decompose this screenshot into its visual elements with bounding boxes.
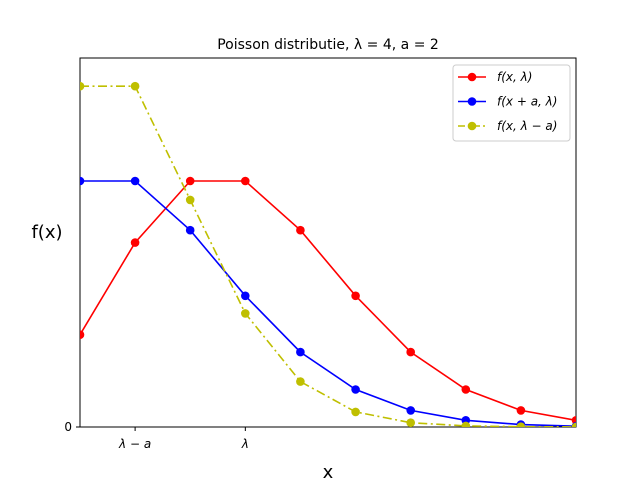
series-0-point-3 — [241, 176, 250, 186]
series-1-point-4 — [296, 347, 305, 357]
series-2-point-0 — [80, 81, 85, 91]
series-2-point-6 — [406, 418, 415, 427]
legend-label-1: f(x + a, λ) — [497, 95, 557, 109]
series-0-point-6 — [406, 347, 416, 357]
series-1-point-2 — [185, 225, 195, 235]
series-2-point-2 — [185, 195, 195, 205]
series-0-point-1 — [130, 238, 140, 247]
series-line-2 — [80, 85, 576, 427]
series-1-point-0 — [80, 176, 85, 186]
plot-area-frame — [79, 57, 577, 428]
series-2-point-9 — [571, 422, 576, 427]
series-1-point-3 — [241, 291, 250, 301]
chart-title: Poisson distributie, λ = 4, a = 2 — [217, 37, 439, 53]
series-layer — [80, 81, 576, 427]
series-1-point-6 — [406, 406, 416, 415]
x-axis-label: x — [323, 462, 334, 480]
series-0-point-7 — [461, 385, 471, 394]
ticks-layer: λ − a λ 0 — [64, 420, 249, 451]
series-1-point-1 — [130, 176, 140, 186]
x-tick-label-0: λ − a — [118, 437, 151, 451]
series-line-0 — [80, 180, 576, 422]
series-2-point-7 — [461, 421, 471, 427]
series-0-point-4 — [296, 225, 305, 235]
series-2-point-4 — [296, 377, 305, 386]
series-2-point-8 — [516, 422, 526, 427]
series-0-point-2 — [185, 176, 195, 186]
legend-entries: f(x, λ) f(x + a, λ) f(x, λ − a) — [458, 70, 557, 133]
legend-box — [452, 64, 571, 142]
series-0-point-5 — [351, 291, 360, 301]
y-axis-label: f(x) — [31, 222, 62, 243]
series-2-point-3 — [241, 309, 250, 318]
series-0-point-0 — [80, 330, 85, 339]
legend: f(x, λ) f(x + a, λ) f(x, λ − a) — [452, 64, 571, 142]
x-tick-label-1: λ — [241, 437, 249, 451]
legend-label-0: f(x, λ) — [497, 70, 532, 84]
legend-swatch-marker-1 — [467, 97, 477, 106]
y-tick-label-0: 0 — [64, 420, 72, 434]
series-line-1 — [80, 180, 576, 427]
series-2-point-5 — [351, 407, 360, 417]
series-1-point-5 — [351, 385, 360, 394]
series-2-point-1 — [130, 81, 140, 91]
legend-swatch-marker-0 — [467, 72, 477, 82]
legend-swatch-marker-2 — [467, 121, 477, 131]
legend-label-2: f(x, λ − a) — [497, 119, 557, 133]
series-0-point-8 — [516, 406, 526, 415]
